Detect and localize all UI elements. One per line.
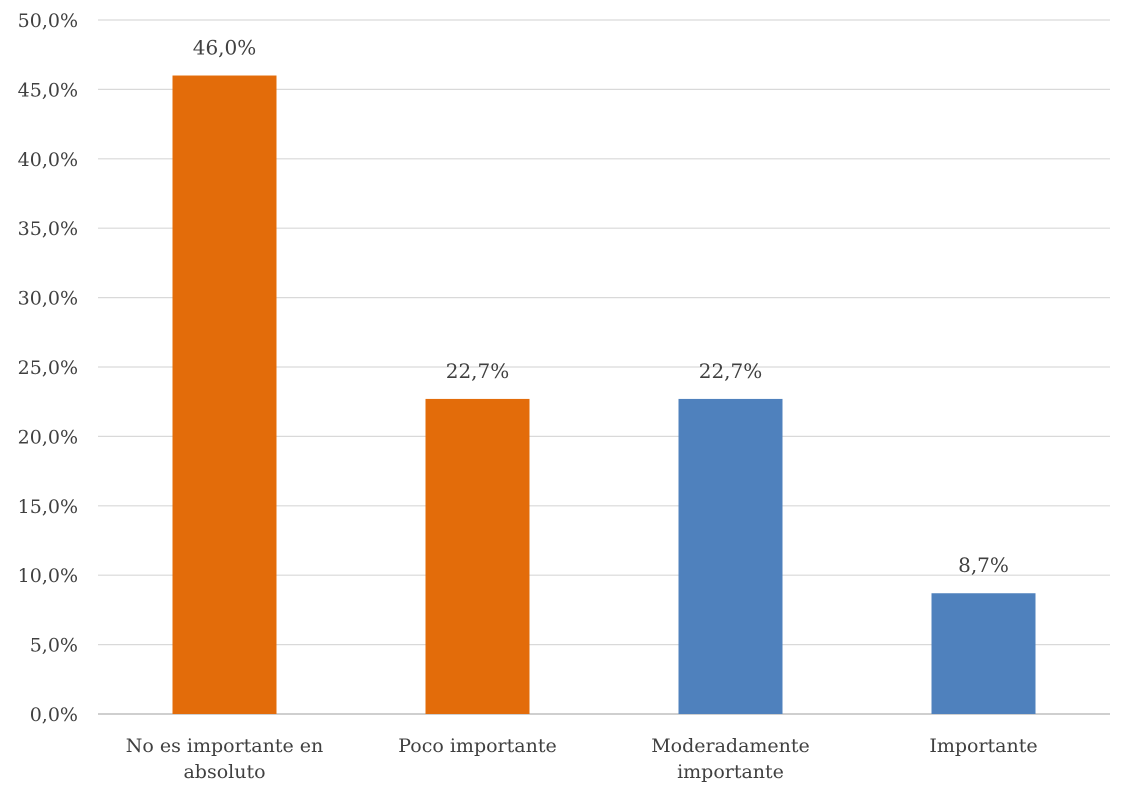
y-tick-label: 50,0% bbox=[18, 10, 78, 32]
x-axis-category-labels: No es importante en absoluto Poco importan… bbox=[126, 735, 1038, 783]
y-tick-label: 20,0% bbox=[18, 426, 78, 448]
data-labels: 46,0% 22,7% 22,7% 8,7% bbox=[193, 36, 1009, 578]
y-tick-label: 40,0% bbox=[18, 149, 78, 171]
category-label: Moderadamente importante bbox=[651, 735, 810, 783]
data-label: 22,7% bbox=[446, 359, 510, 383]
data-label: 22,7% bbox=[699, 359, 763, 383]
y-tick-label: 5,0% bbox=[30, 635, 78, 657]
bar bbox=[425, 398, 530, 714]
category-label: No es importante en absoluto bbox=[126, 735, 324, 783]
category-label: Poco importante bbox=[398, 735, 556, 757]
y-tick-label: 25,0% bbox=[18, 357, 78, 379]
bar bbox=[172, 75, 277, 714]
y-tick-label: 45,0% bbox=[18, 79, 78, 101]
y-tick-label: 30,0% bbox=[18, 288, 78, 310]
y-axis-tick-labels: 0,0% 5,0% 10,0% 15,0% 20,0% 25,0% 30,0% 35,0% 40… bbox=[18, 10, 78, 726]
bar bbox=[678, 398, 783, 714]
data-label: 46,0% bbox=[193, 36, 257, 60]
bars bbox=[172, 75, 1036, 714]
y-tick-label: 0,0% bbox=[30, 704, 78, 726]
y-tick-label: 35,0% bbox=[18, 218, 78, 240]
bar bbox=[931, 593, 1036, 714]
data-label: 8,7% bbox=[958, 553, 1009, 577]
y-tick-label: 10,0% bbox=[18, 565, 78, 587]
category-label: Importante bbox=[929, 735, 1037, 757]
y-tick-label: 15,0% bbox=[18, 496, 78, 518]
